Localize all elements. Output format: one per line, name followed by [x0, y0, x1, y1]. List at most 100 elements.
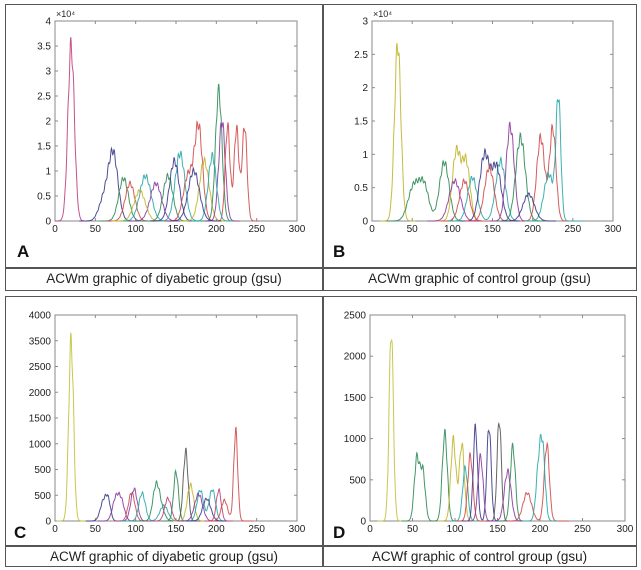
- series-line-s1: [377, 338, 405, 522]
- series-line-s14: [185, 497, 228, 522]
- bottom-figure-frame: [5, 296, 637, 567]
- y-tick-label: 3.5: [37, 42, 51, 53]
- series-line-s16: [206, 426, 254, 522]
- caption-b: ACWm graphic of control group (gsu): [368, 271, 591, 286]
- x-tick-label: 50: [407, 524, 419, 535]
- series-line-s1: [380, 43, 416, 222]
- caption-d: ACWf graphic of control group (gsu): [371, 549, 588, 564]
- x-tick-label: 50: [407, 224, 419, 235]
- series-line-s1: [56, 332, 86, 522]
- plot-d: 0 50 100 150 200 250 300 0 500 1000 1500 2000 2500: [344, 311, 634, 536]
- series-line-s10: [150, 157, 199, 222]
- series-line-s11: [519, 123, 574, 222]
- series-line-s5: [455, 451, 486, 522]
- x-tick-label: 100: [444, 224, 461, 235]
- series-line-s1: [55, 37, 89, 222]
- y-tick-label: 4000: [29, 311, 52, 322]
- panel-letter-a: A: [17, 242, 30, 261]
- y-tick-label: 2: [362, 83, 368, 94]
- series-line-s3: [97, 491, 139, 522]
- panel-letter-c: C: [14, 523, 27, 542]
- plot-b: 0 50 100 150 200 250 300 0 0.5 1 1.5 2 2.5 3 ×10⁴: [354, 9, 622, 235]
- series-line-s9: [161, 468, 191, 522]
- series-line-s10: [489, 467, 527, 522]
- x-tick-label: 150: [168, 224, 185, 235]
- y-tick-label: 3: [362, 17, 368, 28]
- y-tick-label: 1: [45, 167, 51, 178]
- series-line-s14: [204, 122, 240, 222]
- panel-letter-d: D: [333, 523, 346, 542]
- series-line-s5: [116, 487, 152, 522]
- y-tick-label: 0: [45, 217, 51, 228]
- y-tick-label: 0: [360, 517, 366, 528]
- x-tick-label: 150: [484, 224, 501, 235]
- y-tick-label: 0: [362, 217, 368, 228]
- series-line-s12: [523, 434, 558, 522]
- x-tick-label: 200: [532, 524, 549, 535]
- y-tick-label: 4: [45, 17, 51, 28]
- x-tick-label: 300: [605, 224, 622, 235]
- y-tick-label: 0: [45, 517, 51, 528]
- x-tick-label: 300: [289, 524, 306, 535]
- x-tick-label: 300: [289, 224, 306, 235]
- series-line-s6: [448, 155, 525, 222]
- plot-d-axes-box: [369, 314, 626, 522]
- series-line-s15: [213, 122, 260, 222]
- y-tick-label: 1: [362, 150, 368, 161]
- x-tick-label: 250: [564, 224, 581, 235]
- y-tick-label: 2500: [344, 311, 367, 322]
- y-tick-label: 2000: [29, 388, 52, 399]
- plot-a: 0 50 100 150 200 250 300 0 0.5 1 1.5 2 2.5 3 3.5 4 ×10⁴: [37, 9, 306, 235]
- x-tick-label: 300: [617, 524, 634, 535]
- x-tick-label: 250: [248, 224, 265, 235]
- x-tick-label: 0: [52, 524, 58, 535]
- series-line-s17: [166, 166, 222, 222]
- x-tick-label: 200: [208, 524, 225, 535]
- y-tick-label: 0.5: [37, 192, 51, 203]
- x-tick-label: 150: [489, 524, 506, 535]
- y-tick-label: 1.5: [37, 142, 51, 153]
- y-tick-label: 3500: [29, 336, 52, 347]
- caption-c: ACWf graphic of diyabetic group (gsu): [49, 549, 279, 564]
- y-tick-label: 2500: [29, 362, 52, 373]
- series-line-s2: [401, 428, 461, 522]
- y-tick-label: 1500: [29, 414, 52, 425]
- plot-c: 0 50 100 150 200 250 300 0 500 500 1000 1500 2000 250…: [29, 311, 306, 536]
- series-line-s12: [524, 98, 583, 222]
- y-tick-label: 0.5: [354, 183, 368, 194]
- x-tick-label: 200: [524, 224, 541, 235]
- y-tick-label: 2000: [344, 352, 367, 363]
- x-tick-label: 250: [248, 524, 265, 535]
- y-tick-label: 2.5: [354, 50, 368, 61]
- x-tick-label: 150: [168, 524, 185, 535]
- series-line-s16: [191, 151, 234, 222]
- series-line-s6: [128, 181, 184, 222]
- top-figure-frame: [5, 4, 637, 291]
- plot-c-axes-box: [54, 314, 298, 522]
- series-line-s2: [85, 493, 126, 522]
- series-line-s4: [105, 180, 155, 222]
- bottom-caption-divider: [5, 545, 637, 547]
- x-tick-label: 0: [52, 224, 58, 235]
- x-tick-label: 50: [90, 524, 102, 535]
- plot-a-axes-box: [54, 20, 298, 222]
- y-tick-label: 1000: [29, 439, 52, 450]
- series-line-s13: [501, 192, 556, 222]
- y-tick-label: 2: [45, 117, 51, 128]
- y-tick-label: 1500: [344, 393, 367, 404]
- bottom-panel-divider: [322, 296, 324, 567]
- x-tick-label: 50: [90, 224, 102, 235]
- y-tick-label: 500: [34, 465, 51, 476]
- plot-b-axes-box: [371, 20, 614, 222]
- x-tick-label: 0: [369, 224, 375, 235]
- caption-a: ACWm graphic of diyabetic group (gsu): [46, 271, 282, 286]
- panel-letter-b: B: [333, 242, 346, 261]
- y-tick-label: 500: [349, 475, 366, 486]
- series-line-s10: [496, 131, 545, 222]
- y-tick-label: 2.5: [37, 92, 51, 103]
- series-line-s2: [386, 159, 472, 222]
- x-tick-label: 100: [447, 524, 464, 535]
- series-line-s11: [505, 441, 569, 522]
- y-multiplier-label: ×10⁴: [56, 9, 75, 19]
